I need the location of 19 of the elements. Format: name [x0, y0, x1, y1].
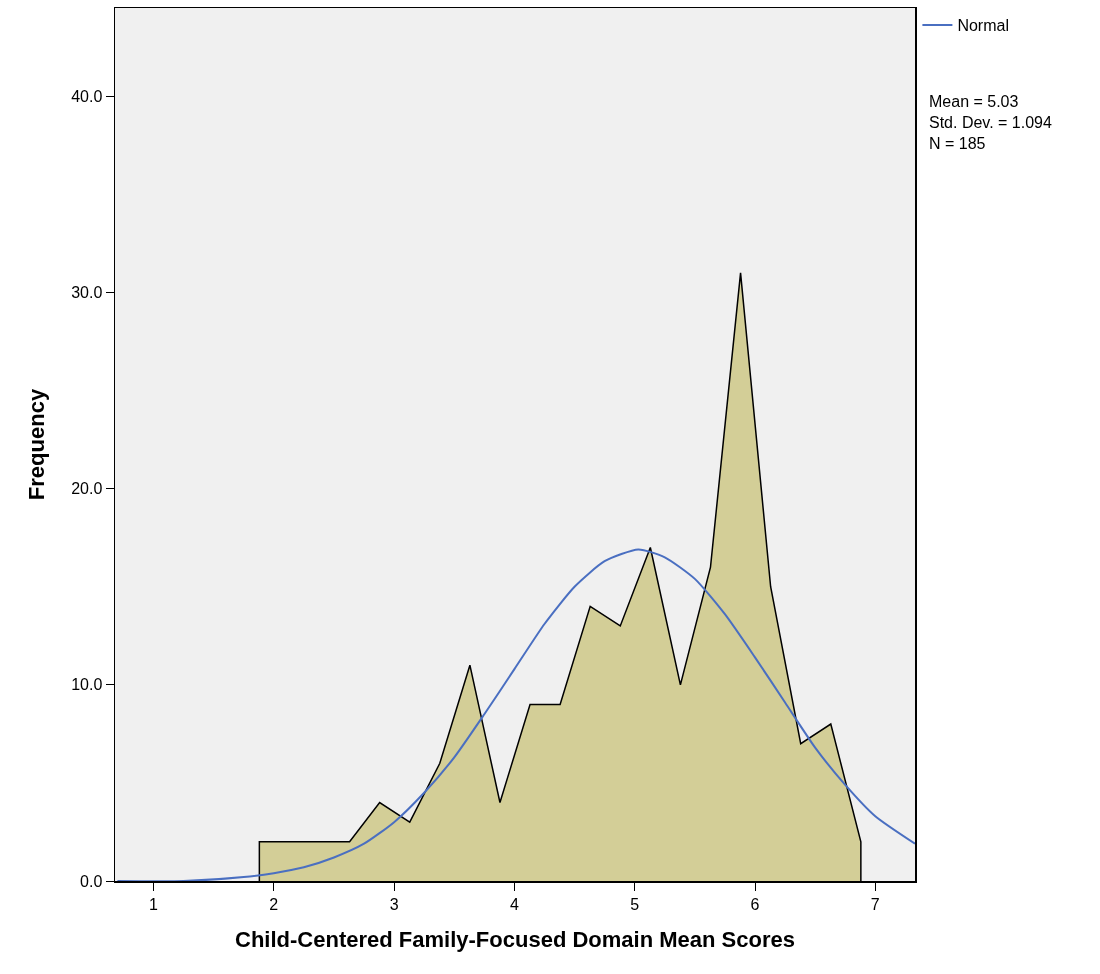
- y-tick-label: 40.0: [71, 87, 103, 105]
- y-tick-label: 30.0: [71, 284, 103, 302]
- y-tick-label: 0.0: [80, 872, 103, 890]
- text: Std. Dev. = 1.094: [929, 114, 1052, 131]
- x-axis-title: Child-Centered Family-Focused Domain Mean Scores: [235, 927, 795, 953]
- x-tick-label: 2: [269, 895, 279, 913]
- x-tick-label: 4: [509, 895, 519, 913]
- x-tick-label: 1: [149, 895, 159, 913]
- y-axis-title: Frequency: [24, 388, 50, 501]
- text: N = 185: [929, 135, 986, 152]
- text: Mean = 5.03: [929, 93, 1019, 110]
- y-tick-label: 20.0: [71, 480, 103, 498]
- y-tick-label: 10.0: [71, 676, 103, 694]
- x-tick-label: 7: [870, 895, 880, 913]
- legend-label: Normal: [957, 17, 1009, 35]
- line-series: [116, 548, 915, 881]
- x-tick-label: 3: [389, 895, 399, 913]
- x-tick-label: 6: [750, 895, 760, 913]
- x-tick-label: 5: [630, 895, 640, 913]
